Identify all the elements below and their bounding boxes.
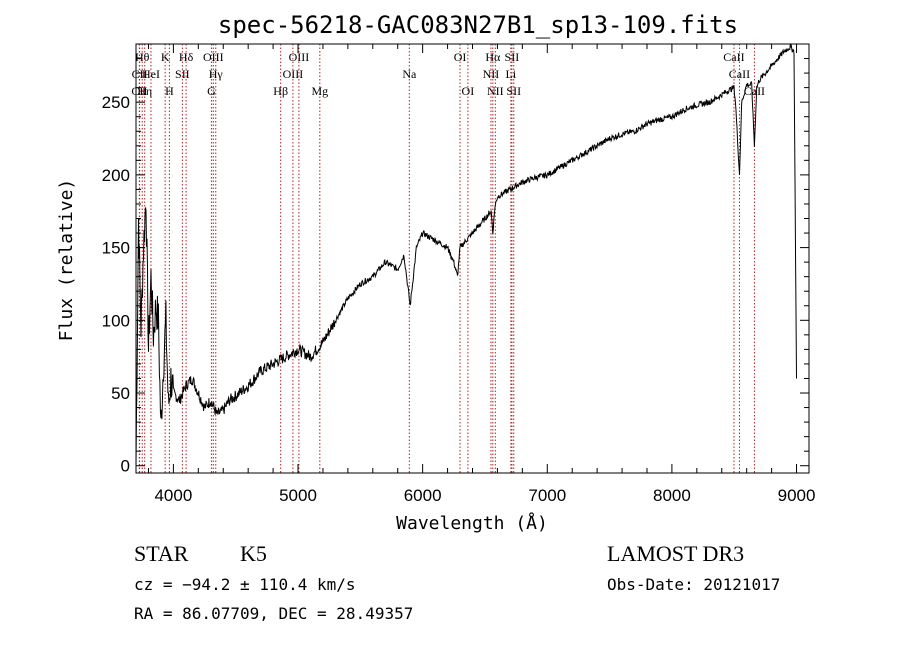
marker-label: NII: [483, 67, 500, 81]
marker-label: OI: [454, 50, 467, 64]
x-tick-label: 5000: [279, 486, 317, 505]
velocity-text: cz = −94.2 ± 110.4 km/s: [134, 575, 356, 594]
marker-label: Li: [506, 67, 517, 81]
marker-label: SII: [505, 50, 520, 64]
plot-frame: [135, 43, 810, 474]
marker-label: CII: [131, 84, 147, 98]
marker-label: SII: [175, 67, 190, 81]
marker-label: Hα: [485, 50, 501, 64]
y-axis-label: Flux (relative): [56, 179, 77, 342]
y-tick-label: 0: [121, 457, 130, 476]
marker-label: CaII: [723, 50, 744, 64]
star-class: STAR: [134, 541, 189, 566]
x-axis: 4000 5000 6000 7000 8000 9000: [147, 44, 816, 505]
marker-label: Mg: [311, 84, 328, 98]
x-tick-label: 9000: [778, 486, 816, 505]
marker-label: OI: [462, 84, 475, 98]
marker-label: SII: [506, 84, 521, 98]
marker-label: CaII: [729, 67, 750, 81]
marker-label: H: [165, 84, 174, 98]
survey-name: LAMOST DR3: [607, 541, 744, 566]
marker-label: CaII: [744, 84, 765, 98]
y-tick-label: 150: [102, 239, 130, 258]
marker-label: OIII: [289, 50, 310, 64]
star-subclass: K5: [240, 541, 267, 566]
marker-label: Hη: [137, 84, 152, 98]
marker-label: Hγ: [209, 67, 224, 81]
marker-label: HeI: [142, 67, 160, 81]
coords-text: RA = 86.07709, DEC = 28.49357: [134, 604, 413, 623]
marker-label: NII: [487, 84, 504, 98]
chart-title: spec-56218-GAC083N27B1_sp13-109.fits: [218, 11, 738, 39]
marker-label: Na: [402, 67, 417, 81]
y-tick-label: 200: [102, 166, 130, 185]
y-tick-label: 50: [111, 384, 130, 403]
marker-label: OIII: [283, 67, 304, 81]
x-tick-label: 7000: [528, 486, 566, 505]
x-tick-label: 6000: [404, 486, 442, 505]
marker-label: G: [207, 84, 216, 98]
obs-date-text: Obs-Date: 20121017: [607, 575, 780, 594]
spectrum-line: [135, 43, 797, 467]
line-markers: [138, 44, 755, 473]
marker-label: OIII: [203, 50, 224, 64]
x-tick-label: 8000: [653, 486, 691, 505]
y-axis: 0 50 100 150 200 250: [102, 58, 809, 476]
marker-label: Hβ: [273, 84, 288, 98]
y-tick-label: 250: [102, 93, 130, 112]
x-tick-label: 4000: [154, 486, 192, 505]
marker-label: Hθ: [135, 50, 150, 64]
marker-label: Hδ: [179, 50, 194, 64]
x-axis-label: Wavelength (Å): [396, 512, 548, 534]
marker-label: K: [161, 50, 170, 64]
y-tick-label: 100: [102, 311, 130, 330]
